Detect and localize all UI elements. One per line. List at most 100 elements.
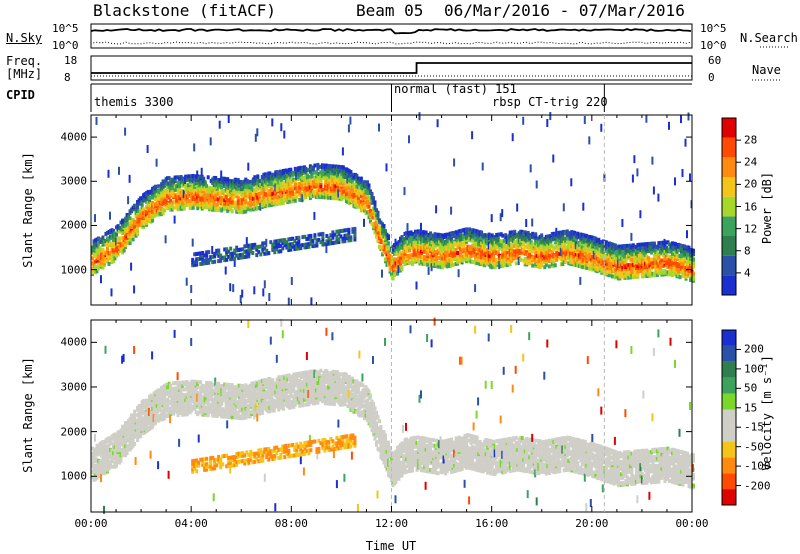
- echo-cell: [227, 249, 231, 254]
- echo-cell: [311, 170, 315, 175]
- echo-cell: [297, 238, 301, 243]
- time-xlabel: Time UT: [365, 539, 417, 553]
- echo-cell: [199, 251, 203, 256]
- echo-cell: [331, 230, 335, 235]
- echo-cell: [163, 208, 167, 213]
- echo-cell: [403, 262, 407, 266]
- echo-cell: [579, 253, 583, 258]
- echo-cell: [309, 233, 313, 238]
- echo-cell: [601, 239, 605, 244]
- echo-cell: [191, 257, 195, 262]
- x-tick-label: 08:00: [274, 517, 308, 530]
- echo-cell: [576, 231, 580, 236]
- echo-cell: [227, 115, 230, 123]
- echo-cell: [307, 244, 311, 249]
- echo-cell: [333, 240, 337, 245]
- echo-cell: [543, 265, 547, 270]
- echo-cell: [319, 232, 323, 237]
- echo-cell: [341, 236, 345, 241]
- echo-cell: [269, 187, 273, 192]
- echo-cell: [179, 201, 183, 206]
- echo-cell: [657, 255, 661, 260]
- echo-cell: [154, 212, 158, 217]
- echo-cell: [229, 257, 233, 262]
- echo-cell: [205, 261, 209, 265]
- echo-cell: [277, 238, 281, 243]
- echo-cell: [167, 176, 171, 181]
- echo-cell: [289, 183, 293, 188]
- echo-cell: [285, 243, 289, 247]
- echo-cell: [283, 238, 287, 242]
- echo-cell: [253, 196, 257, 201]
- echo-cell: [311, 244, 315, 249]
- echo-cell: [193, 262, 197, 267]
- echo-cell: [97, 254, 100, 259]
- echo-cell: [325, 241, 329, 246]
- echo-cell: [169, 183, 173, 187]
- echo-cell: [501, 263, 505, 268]
- echo-cell: [281, 246, 285, 251]
- echo-cell: [191, 205, 195, 210]
- echo-cell: [517, 248, 521, 253]
- echo-cell: [307, 182, 311, 187]
- echo-cell: [363, 218, 365, 227]
- echo-cell: [474, 284, 477, 293]
- echo-cell: [341, 179, 345, 184]
- echo-cell: [681, 169, 684, 177]
- echo-cell: [610, 274, 614, 279]
- echo-cell: [233, 256, 237, 261]
- echo-cell: [349, 238, 353, 243]
- echo-cell: [277, 241, 281, 246]
- echo-cell: [279, 238, 283, 243]
- echo-cell: [313, 163, 317, 168]
- echo-cell: [337, 237, 341, 242]
- echo-cell: [639, 210, 642, 219]
- echo-cell: [119, 247, 123, 251]
- y-tick-label: 4000: [60, 130, 88, 144]
- echo-cell: [305, 237, 309, 242]
- echo-cell: [235, 245, 239, 250]
- echo-cell: [321, 231, 325, 236]
- echo-cell: [247, 246, 251, 251]
- echo-cell: [346, 185, 350, 190]
- echo-cell: [95, 248, 99, 253]
- echo-cell: [549, 112, 552, 120]
- y-tick-label: 3000: [60, 174, 88, 188]
- echo-cell: [184, 176, 187, 184]
- echo-cell: [661, 246, 665, 250]
- echo-cell: [130, 262, 133, 271]
- echo-cell: [301, 170, 305, 175]
- echo-cell: [317, 237, 321, 242]
- echo-cell: [231, 256, 235, 261]
- echo-cell: [597, 237, 601, 242]
- echo-cell: [124, 127, 127, 136]
- echo-cell: [315, 240, 319, 245]
- echo-cell: [420, 240, 423, 245]
- echo-cell: [255, 247, 259, 252]
- echo-cell: [531, 263, 535, 268]
- echo-cell: [155, 158, 158, 167]
- echo-cell: [249, 248, 253, 253]
- echo-cell: [227, 254, 231, 259]
- echo-cell: [451, 243, 455, 248]
- y-tick-label: 4000: [60, 335, 88, 349]
- echo-cell: [335, 240, 339, 245]
- echo-cell: [219, 253, 223, 258]
- echo-cell: [195, 259, 199, 264]
- echo-cell: [454, 247, 458, 252]
- echo-cell: [552, 154, 555, 163]
- echo-cell: [468, 257, 472, 262]
- echo-cell: [193, 260, 197, 265]
- echo-cell: [133, 413, 137, 418]
- echo-cell: [251, 251, 255, 255]
- echo-cell: [95, 116, 98, 125]
- echo-cell: [237, 253, 241, 258]
- echo-cell: [161, 197, 165, 201]
- echo-cell: [579, 276, 582, 285]
- echo-cell: [293, 247, 297, 251]
- echo-cell: [203, 180, 207, 185]
- echo-cell: [363, 180, 366, 185]
- echo-cell: [394, 257, 398, 262]
- echo-cell: [540, 240, 544, 245]
- echo-cell: [369, 208, 372, 213]
